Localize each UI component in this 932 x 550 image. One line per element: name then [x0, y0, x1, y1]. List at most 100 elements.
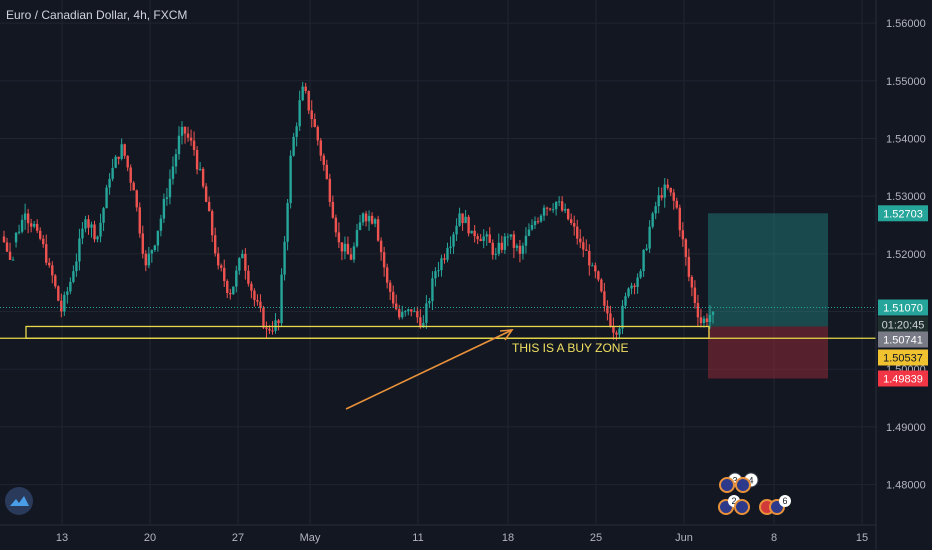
candle-body	[401, 311, 404, 318]
candle-body	[579, 238, 582, 243]
time-axis[interactable]: 13 20 27 May 11 18 25 Jun 8 15	[0, 524, 876, 544]
price-badge[interactable]: 1.50741	[878, 331, 928, 348]
candle-body	[443, 258, 446, 260]
candle-body	[319, 140, 322, 156]
price-badge-bg	[878, 205, 928, 222]
candle-body	[283, 241, 286, 275]
candle-body	[271, 330, 274, 332]
candle-body	[370, 215, 374, 224]
buy-zone-rectangle[interactable]	[25, 325, 710, 339]
candle-body	[500, 242, 504, 250]
x-tick-label: 20	[144, 532, 156, 544]
candle-body	[81, 228, 84, 239]
candle-body	[509, 234, 513, 237]
price-badge-bg	[878, 331, 928, 348]
candle-body	[129, 167, 132, 183]
candle-body	[349, 254, 353, 260]
candle-body	[123, 144, 126, 156]
logo-mark	[10, 496, 29, 506]
x-tick-label: May	[300, 532, 321, 544]
event-badge[interactable]: 6	[769, 495, 791, 515]
candle-body	[346, 243, 350, 255]
x-tick-label: 25	[590, 532, 602, 544]
price-badge[interactable]: 1.50537	[878, 349, 928, 366]
event-badge[interactable]	[734, 499, 750, 515]
candle-body	[220, 265, 223, 268]
candle-body	[17, 231, 21, 233]
eu-flag-icon[interactable]	[735, 477, 751, 493]
candle-body	[515, 245, 519, 248]
buy-zone[interactable]: THIS IS A BUY ZONE	[0, 325, 876, 410]
candles	[0, 81, 876, 341]
candle-body	[298, 100, 301, 127]
price-axis[interactable]: 1.56000 1.55000 1.54000 1.53000 1.52000 1.510…	[875, 0, 928, 550]
candle-body	[286, 203, 289, 242]
candle-body	[213, 235, 217, 254]
candle-body	[289, 155, 292, 204]
candle-body	[189, 137, 193, 141]
candle-body	[8, 251, 12, 260]
long-position-tool[interactable]	[708, 213, 828, 379]
buy-zone-label[interactable]: THIS IS A BUY ZONE	[512, 341, 628, 355]
y-tick-label: 1.54000	[886, 133, 926, 145]
candle-body	[156, 230, 160, 246]
candle-body	[331, 201, 335, 218]
candle-body	[328, 178, 332, 202]
candle-body	[633, 285, 636, 287]
eu-flag-icon[interactable]	[719, 477, 735, 493]
x-tick-label: 18	[502, 532, 514, 544]
x-tick-label: 15	[856, 532, 868, 544]
profit-zone[interactable]	[708, 213, 828, 327]
candle-body	[630, 285, 633, 289]
price-badge[interactable]: 1.49839	[878, 370, 928, 387]
candle-body	[90, 224, 93, 228]
eu-flag-icon	[734, 499, 750, 515]
candle-body	[352, 246, 356, 260]
candle-body	[621, 305, 624, 329]
candle-body	[235, 270, 238, 287]
candle-body	[51, 265, 54, 276]
candle-body	[120, 144, 123, 159]
candle-body	[238, 258, 241, 271]
candle-body	[597, 271, 600, 280]
arrow-line[interactable]	[345, 329, 513, 410]
candle-body	[141, 233, 144, 254]
candle-body	[96, 236, 99, 240]
candle-body	[615, 332, 618, 335]
candle-body	[497, 242, 500, 254]
candle-body	[310, 110, 313, 120]
y-tick-label: 1.55000	[886, 76, 926, 88]
event-badge-count: 4	[748, 476, 753, 486]
arrow-head	[499, 329, 514, 341]
candle-body	[654, 206, 657, 214]
candle-body	[536, 221, 540, 223]
stop-zone[interactable]	[708, 326, 828, 379]
candle-body	[54, 275, 57, 287]
candle-body	[524, 235, 528, 246]
candle-body	[325, 164, 329, 179]
candle-body	[388, 282, 392, 292]
candle-body	[425, 303, 428, 324]
candle-body	[594, 265, 597, 272]
tradingview-logo[interactable]	[5, 487, 33, 515]
candle-body	[627, 288, 630, 297]
candle-body	[464, 216, 467, 224]
price-badge[interactable]: 1.51070	[878, 299, 928, 316]
candle-body	[582, 242, 585, 250]
y-tick-label: 1.53000	[886, 191, 926, 203]
candle-body	[609, 313, 612, 327]
candle-body	[66, 291, 69, 295]
price-badge[interactable]: 1.52703	[878, 205, 928, 222]
chart-title: Euro / Canadian Dollar, 4h, FXCM	[6, 8, 187, 22]
candle-body	[446, 248, 449, 260]
candle-body	[5, 242, 9, 252]
x-tick-label: 13	[56, 532, 68, 544]
price-badge[interactable]: 01:20:45	[878, 316, 928, 333]
candle-body	[150, 250, 154, 254]
candle-body	[666, 184, 669, 188]
candle-body	[186, 133, 190, 138]
candle-body	[337, 232, 341, 243]
candle-body	[702, 318, 706, 324]
